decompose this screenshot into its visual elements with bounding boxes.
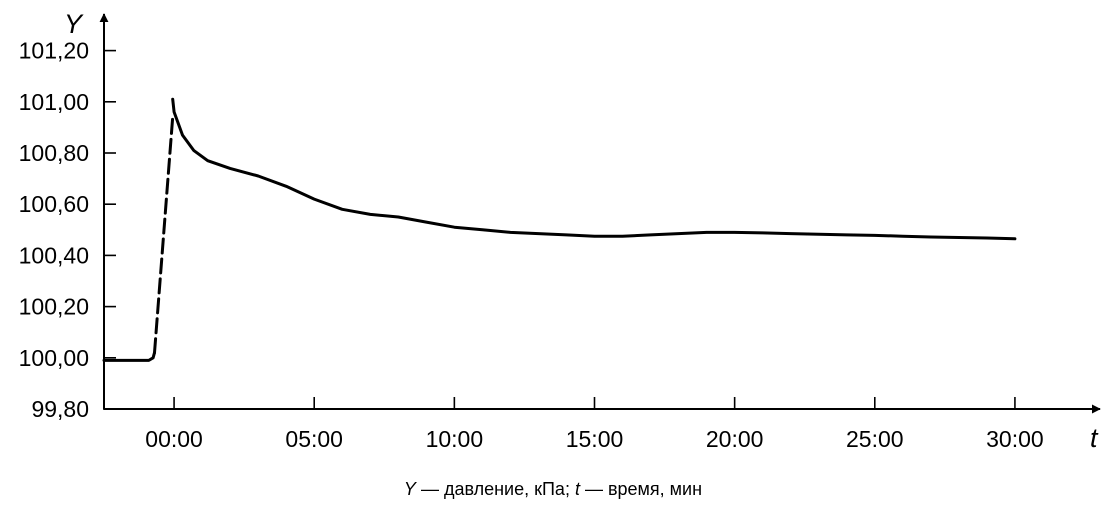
x-tick-label: 00:00 <box>145 426 203 452</box>
y-tick-label: 101,20 <box>19 38 89 64</box>
y-axis-ticks: 99,80 100,00 100,20 100,40 100,60 100,80 101,0… <box>19 38 116 422</box>
caption-y-text: — давление, кПа; <box>415 479 575 499</box>
x-axis-name: t <box>1090 423 1099 453</box>
x-axis-ticks: 00:00 05:00 10:00 15:00 20:00 25:00 30:00 <box>145 397 1044 452</box>
y-axis-name: Y <box>64 9 84 39</box>
pressure-line-segment <box>171 97 1017 241</box>
chart-caption: Y — давление, кПа; t — время, мин <box>0 478 1106 500</box>
x-tick-label: 30:00 <box>986 426 1044 452</box>
y-tick-label: 100,80 <box>19 140 89 166</box>
caption-t-symbol: t <box>574 479 580 499</box>
pressure-line-segment <box>102 351 156 362</box>
caption-y-symbol: Y <box>403 479 416 499</box>
x-tick-label: 10:00 <box>426 426 484 452</box>
x-tick-label: 25:00 <box>846 426 904 452</box>
y-tick-label: 99,80 <box>31 396 89 422</box>
y-tick-label: 100,60 <box>19 191 89 217</box>
x-tick-label: 15:00 <box>566 426 624 452</box>
y-tick-label: 100,40 <box>19 242 89 268</box>
y-tick-label: 100,20 <box>19 294 89 320</box>
x-tick-label: 20:00 <box>706 426 764 452</box>
y-tick-label: 101,00 <box>19 89 89 115</box>
x-tick-label: 05:00 <box>285 426 343 452</box>
caption-t-text: — время, мин <box>579 479 703 499</box>
axes <box>99 13 1101 414</box>
pressure-series <box>102 97 1017 362</box>
y-tick-label: 100,00 <box>19 345 89 371</box>
pressure-line-dashed-segment <box>153 115 175 355</box>
